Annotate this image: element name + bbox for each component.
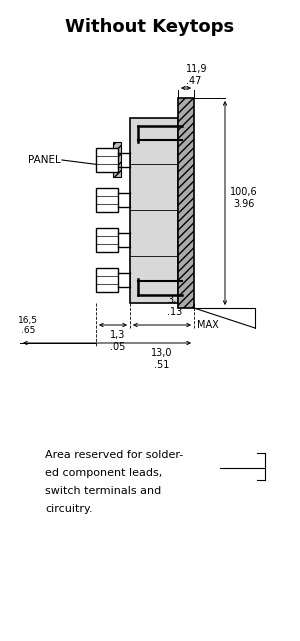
Bar: [130, 118, 178, 303]
Bar: [96, 268, 118, 292]
Text: 13,0
.51: 13,0 .51: [151, 348, 173, 370]
Text: 1,3
.05: 1,3 .05: [110, 330, 126, 352]
Text: 16,5
.65: 16,5 .65: [18, 315, 38, 335]
Text: 3,3
.13: 3,3 .13: [167, 296, 182, 317]
Text: 100,6
3.96: 100,6 3.96: [230, 187, 258, 209]
Text: circuitry.: circuitry.: [45, 504, 93, 514]
Bar: [96, 148, 118, 172]
Bar: [178, 98, 194, 308]
Bar: [96, 188, 118, 212]
Text: switch terminals and: switch terminals and: [45, 486, 161, 496]
Text: 11,9
.47: 11,9 .47: [186, 64, 208, 86]
Text: Without Keytops: Without Keytops: [65, 18, 235, 36]
Text: PANEL: PANEL: [28, 155, 61, 165]
Text: MAX: MAX: [197, 320, 219, 330]
Bar: [113, 142, 121, 177]
Text: ed component leads,: ed component leads,: [45, 468, 162, 478]
Text: Area reserved for solder-: Area reserved for solder-: [45, 450, 183, 460]
Bar: [96, 228, 118, 252]
